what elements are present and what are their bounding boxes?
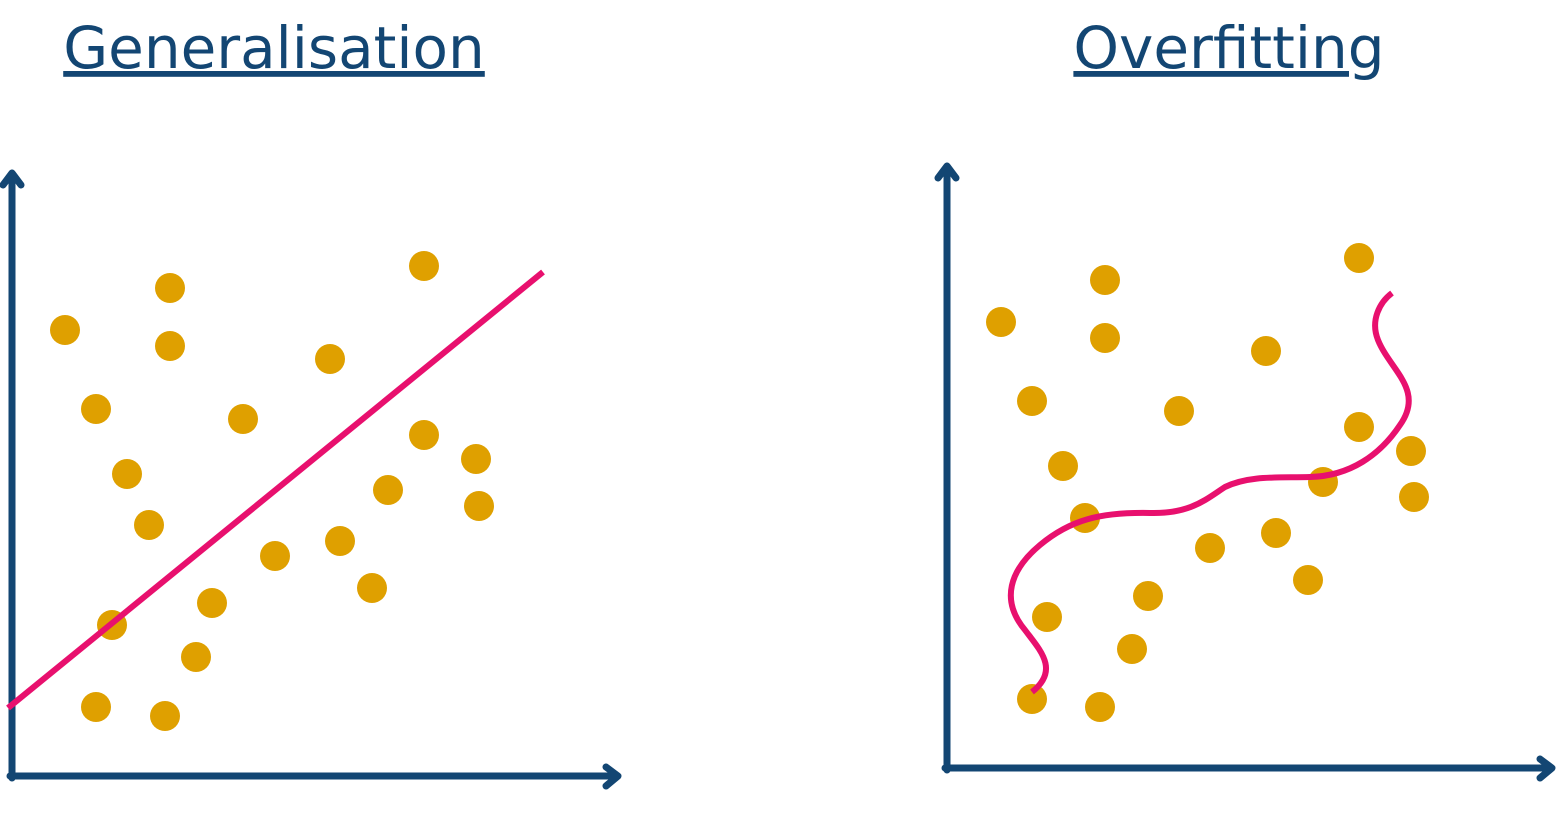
dot [464,491,494,521]
dot [155,331,185,361]
panel-title: Generalisation [63,14,485,82]
x-axis [941,755,1556,782]
data-points [50,251,494,731]
dot [1399,482,1429,512]
dot [197,588,227,618]
dot [1017,684,1047,714]
x-axis [6,763,622,790]
dot [1117,634,1147,664]
dot [1090,323,1120,353]
dot [228,404,258,434]
dot [150,701,180,731]
dot [134,510,164,540]
data-points [986,243,1429,722]
dot [1195,533,1225,563]
dot [1032,602,1062,632]
dot [155,273,185,303]
dot [112,459,142,489]
dot [1048,451,1078,481]
dot [357,573,387,603]
dot [1133,581,1163,611]
dot [260,541,290,571]
y-axis [934,162,960,774]
dot [1293,565,1323,595]
dot [373,475,403,505]
dot [1344,243,1374,273]
fit-curve [1007,290,1412,695]
dot [315,344,345,374]
dot [1090,265,1120,295]
dot [325,526,355,556]
dot [1261,518,1291,548]
dot [81,394,111,424]
dot [1251,336,1281,366]
dot [181,642,211,672]
left-panel [0,169,622,790]
dot [1396,436,1426,466]
dot [409,251,439,281]
dot [1085,692,1115,722]
fit-line [6,269,545,711]
dot [409,420,439,450]
dot [81,692,111,722]
dot [1164,396,1194,426]
panel-title: Overfitting [1073,14,1384,82]
dot [50,315,80,345]
dot [986,307,1016,337]
dot [461,444,491,474]
dot [1017,386,1047,416]
y-axis [0,169,25,782]
dot [1344,412,1374,442]
right-panel [934,162,1556,782]
